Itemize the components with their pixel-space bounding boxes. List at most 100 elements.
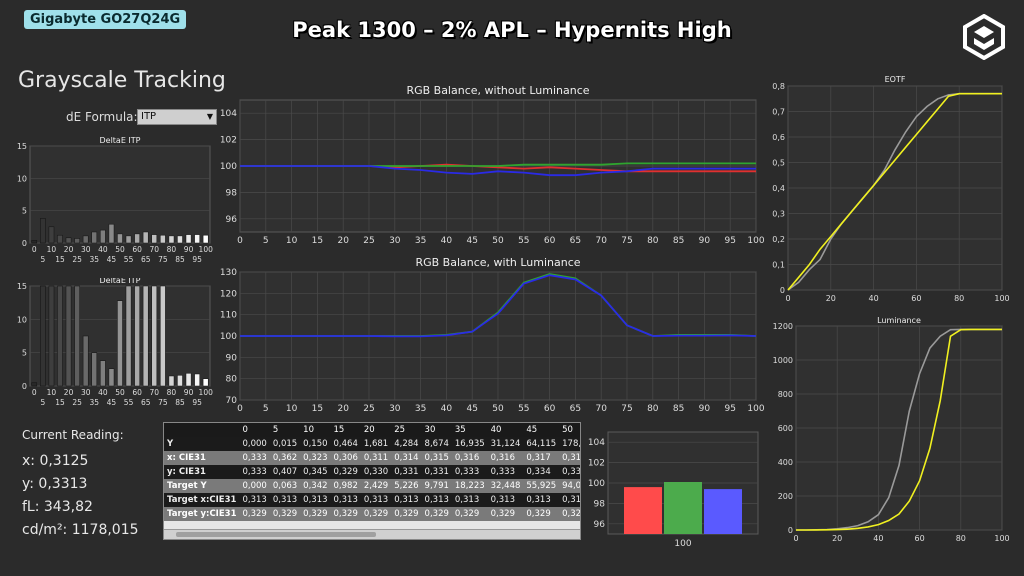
x-tick-label: 30 [81,388,91,397]
table-cell: 64,115 [523,437,560,451]
deltae-bar [57,234,63,244]
x-tick-label: 90 [699,236,711,246]
y-tick-label: 70 [226,396,238,406]
section-title: Grayscale Tracking [18,68,226,93]
x-tick-label: 15 [312,236,323,246]
eotf-chart: 0 0,1 0,2 0,3 0,4 0,5 0,6 0,7 0,8 EOTF 0 20 40 60 80 10… [772,75,1009,303]
deltae-bar [125,235,132,244]
x-tick-label: 100 [199,245,214,254]
rgb-bars-chart: 96 98 100 102 104 100 [588,431,759,548]
x-tick-label: 80 [647,236,659,246]
deltae-bar [74,285,80,387]
x-tick-label: 60 [544,236,556,246]
deltae-bar [185,373,192,387]
series-line-blue [240,165,756,177]
table-cell: 0,313 [269,493,301,507]
deltae-bar [202,378,209,387]
table-cell: 0,313 [559,493,580,507]
device-name: Gigabyte GO27Q24G [24,10,187,29]
x-tick-label: 100 [199,388,214,397]
y-tick-label: 100 [220,162,237,172]
deltae-bar [82,335,89,387]
rgb-bar-green [664,482,702,534]
scrollbar-thumb[interactable] [176,532,376,537]
x-tick-label: 25 [72,398,82,407]
table-column-header: 40 [487,423,524,437]
x-tick-label: 15 [55,398,65,407]
x-tick-label: 40 [873,534,883,543]
x-tick-label: 100 [674,539,691,548]
table-cell: 0,329 [559,507,580,521]
y-tick-label: 10 [17,315,27,324]
table-cell: 0,331 [559,465,580,479]
deltae-bar [177,375,183,387]
table-cell: 0,329 [487,507,524,521]
y-tick-label: 100 [588,479,605,489]
x-tick-label: 80 [647,404,659,414]
deltae-bar [177,235,183,244]
x-tick-label: 85 [175,255,185,264]
y-tick-label: 102 [220,136,237,146]
x-tick-label: 25 [72,255,82,264]
table-cell: 0,330 [360,465,392,479]
x-tick-label: 75 [621,236,632,246]
table-cell: 0,333 [487,465,524,479]
table-cell: 0,313 [487,493,524,507]
x-tick-label: 45 [107,398,117,407]
x-tick-label: 85 [673,236,684,246]
x-tick-label: 60 [132,388,142,397]
x-tick-label: 20 [826,294,836,303]
deltae-bar [125,285,132,387]
x-tick-label: 40 [98,245,108,254]
x-tick-label: 100 [747,404,764,414]
deltae-bar [48,226,55,244]
rgb-bar-blue [704,489,742,534]
page-headline: Peak 1300 – 2% APL – Hypernits High [292,18,732,42]
measurement-table: 0 5 10 15 20 25 30 35 40 45 50 Y 0,000 0,015 0,150 0,4… [163,422,581,540]
table-cell: 0,313 [360,493,392,507]
y-tick-label: 0,2 [772,235,785,244]
table-cell: 0,329 [523,507,560,521]
y-tick-label: 104 [220,109,237,119]
x-tick-label: 80 [167,388,177,397]
table-cell: 0,333 [239,465,270,479]
x-tick-label: 75 [158,398,168,407]
table-cell: 0,000 [239,437,270,451]
x-tick-label: 10 [47,245,57,254]
x-tick-label: 70 [150,388,160,397]
x-tick-label: 70 [595,236,607,246]
y-tick-label: 5 [22,349,27,358]
de-formula-value: ITP [141,111,157,122]
deltae-bar [117,233,123,244]
chart-title: Luminance [877,316,921,325]
x-tick-label: 70 [150,245,160,254]
table-cell: 0,311 [360,451,392,465]
x-tick-label: 80 [954,294,964,303]
chevron-down-icon: ▼ [206,112,213,121]
deltae-bar [65,237,72,244]
x-tick-label: 30 [389,404,401,414]
table-cell: 0,334 [523,465,560,479]
table-column-header: 5 [269,423,301,437]
x-tick-label: 40 [869,294,879,303]
x-tick-label: 20 [337,236,349,246]
y-tick-label: 0,6 [772,133,785,142]
x-tick-label: 50 [115,245,125,254]
table-cell: 0,063 [269,479,301,493]
table-cell: 0,331 [391,465,422,479]
table-horizontal-scrollbar[interactable] [164,529,580,539]
table-row-label: Y [164,437,240,451]
x-tick-label: 5 [40,255,45,264]
de-formula-label: dE Formula: [66,110,138,124]
y-tick-label: 0,7 [772,108,785,117]
y-tick-label: 104 [588,438,605,448]
table-cell: 0,315 [421,451,452,465]
x-tick-label: 95 [192,255,202,264]
x-tick-label: 40 [98,388,108,397]
y-tick-label: 100 [220,332,237,342]
table-cell: 32,448 [487,479,524,493]
x-tick-label: 20 [64,245,74,254]
table-cell: 2,429 [360,479,392,493]
de-formula-dropdown[interactable]: ITP ▼ [137,109,217,125]
